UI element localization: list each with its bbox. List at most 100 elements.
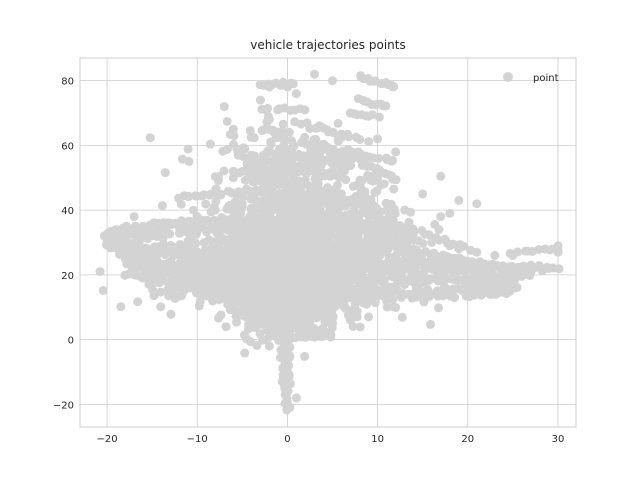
data-point: [357, 275, 367, 285]
data-point: [262, 325, 272, 335]
data-point: [358, 255, 368, 265]
data-point: [292, 250, 302, 260]
x-tick-label: 10: [371, 434, 384, 445]
data-point: [511, 272, 520, 282]
data-point: [163, 258, 173, 268]
data-point: [222, 269, 232, 279]
data-point: [381, 206, 391, 215]
data-point: [243, 261, 253, 271]
data-point: [160, 168, 170, 178]
data-point: [174, 259, 184, 269]
data-point: [418, 238, 428, 248]
data-point: [373, 173, 383, 183]
data-point: [326, 332, 336, 342]
data-point: [255, 329, 265, 339]
data-point: [300, 351, 310, 361]
data-point: [305, 157, 315, 167]
data-point: [294, 184, 304, 194]
data-point: [242, 184, 252, 194]
data-point: [307, 299, 317, 309]
data-point: [183, 236, 193, 246]
data-point: [227, 283, 237, 292]
data-point: [111, 234, 121, 244]
data-point: [364, 231, 374, 241]
data-point: [283, 333, 293, 343]
data-point: [348, 194, 358, 204]
data-point: [460, 278, 470, 288]
data-point: [256, 251, 266, 261]
data-point: [143, 257, 152, 267]
data-point: [382, 296, 392, 306]
data-point: [312, 186, 322, 196]
data-point: [251, 169, 261, 179]
data-point: [389, 302, 398, 312]
data-point: [336, 272, 346, 282]
data-point: [141, 225, 151, 235]
data-point: [389, 82, 399, 92]
data-point: [432, 271, 442, 281]
data-point: [491, 289, 501, 299]
data-point: [174, 228, 184, 238]
data-point: [445, 241, 455, 251]
data-point: [183, 144, 193, 154]
x-tick-label: 0: [284, 434, 290, 445]
data-point: [231, 298, 241, 308]
data-point: [279, 141, 289, 151]
legend: point: [503, 72, 559, 84]
data-point: [165, 280, 175, 290]
data-point: [511, 282, 520, 292]
data-point: [116, 302, 126, 312]
data-point: [346, 315, 355, 325]
data-point: [300, 175, 310, 185]
data-point: [357, 160, 367, 170]
data-point: [225, 305, 235, 315]
data-point: [233, 291, 243, 301]
data-point: [152, 229, 161, 239]
data-point: [348, 213, 358, 223]
data-point: [305, 316, 315, 326]
data-point: [450, 293, 460, 303]
data-point: [490, 250, 500, 260]
data-point: [282, 403, 292, 413]
data-point: [172, 283, 182, 293]
x-tick-label: 30: [552, 434, 565, 445]
data-point: [352, 226, 362, 236]
chart-title: vehicle trajectories points: [250, 38, 405, 52]
data-point: [295, 279, 305, 289]
y-tick-label: 40: [61, 206, 74, 217]
data-point: [184, 156, 194, 166]
data-point: [291, 242, 301, 252]
data-point: [328, 76, 337, 86]
data-point: [260, 200, 270, 210]
data-point: [196, 292, 206, 302]
data-point: [285, 277, 295, 287]
data-point: [222, 145, 232, 154]
data-point: [318, 323, 328, 333]
data-point: [329, 220, 338, 230]
data-point: [343, 145, 353, 155]
data-point: [258, 213, 268, 223]
data-point: [389, 239, 399, 249]
y-tick-label: −20: [53, 400, 74, 411]
data-point: [278, 119, 288, 129]
data-point: [314, 229, 324, 239]
data-point: [364, 312, 374, 322]
data-point: [338, 158, 348, 168]
data-point: [115, 250, 124, 259]
data-point: [369, 272, 379, 282]
data-point: [204, 235, 214, 245]
data-point: [95, 267, 105, 277]
data-point: [355, 322, 365, 332]
data-point: [325, 149, 335, 159]
data-point: [357, 238, 367, 248]
data-point: [289, 141, 299, 151]
data-point: [237, 299, 247, 309]
data-point: [290, 320, 300, 330]
data-point: [472, 199, 482, 209]
data-point: [248, 207, 258, 217]
data-point: [327, 204, 337, 214]
data-point: [256, 222, 266, 232]
data-point: [264, 115, 274, 124]
data-point: [341, 175, 351, 185]
data-point: [355, 193, 365, 203]
